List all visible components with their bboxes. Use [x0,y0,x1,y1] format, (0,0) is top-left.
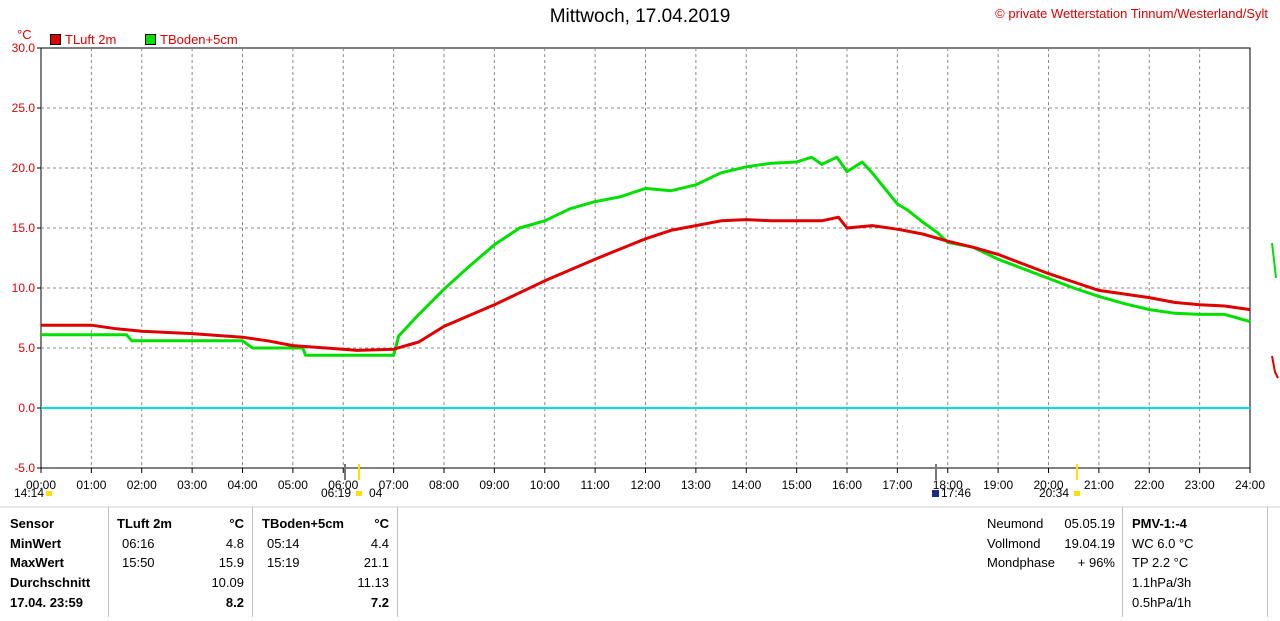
x-tick-label: 14:00 [731,478,761,492]
tboden-header: TBoden+5cm [262,516,344,531]
pmv-line: WC 6.0 °C [1132,536,1194,551]
pmv-line: 0.5hPa/1h [1132,595,1192,610]
x-tick-label: 19:00 [983,478,1013,492]
x-tick-label: 21:00 [1084,478,1114,492]
x-tick-label: 01:00 [76,478,106,492]
y-tick-label: 0.0 [18,401,35,415]
legend-label-tboden: TBoden+5cm [160,32,238,47]
tluft-max-value: 15.9 [218,555,244,570]
table-divider [1267,507,1268,617]
tluft-header: TLuft 2m [117,516,172,531]
y-tick-label: 20.0 [12,161,36,175]
x-tick-label: 06:00 [328,478,358,492]
tboden-min-time: 05:14 [267,536,300,551]
x-tick-label: 20:00 [1033,478,1063,492]
chart-marks [41,155,1279,409]
sun-marker [46,491,52,496]
sun-marker [356,491,362,496]
row-label-current: 17.04. 23:59 [10,595,84,610]
time-marker-label: 17:46 [941,486,971,500]
y-tick-label: 25.0 [12,101,36,115]
table-divider [1122,507,1123,617]
y-tick-label: -5.0 [14,461,35,475]
moon-value-neumond: 05.05.19 [1064,516,1115,531]
x-tick-label: 13:00 [681,478,711,492]
time-marker-label: 20:34 [1039,486,1069,500]
tboden-unit: °C [374,516,389,531]
legend-item-tluft: TLuft 2m [50,32,116,47]
y-tick-label: 5.0 [18,341,35,355]
legend-item-tboden: TBoden+5cm [145,32,238,47]
pmv-line: 1.1hPa/3h [1132,575,1192,590]
row-label-max: MaxWert [10,555,64,570]
tluft-current-value: 8.2 [225,595,244,610]
next-day-tboden-fragment [1271,242,1277,279]
table-divider [108,507,109,617]
x-tick-label: 08:00 [429,478,459,492]
next-day-tluft-fragment [1271,355,1279,379]
x-tick-label: 00:00 [26,478,56,492]
row-label-min: MinWert [10,536,62,551]
sun-marker [1074,491,1080,496]
moon-label-phase: Mondphase [987,555,1055,570]
x-tick-label: 07:00 [379,478,409,492]
x-tick-label: 16:00 [832,478,862,492]
tluft-min-time: 06:16 [122,536,155,551]
y-axis-unit: °C [17,27,32,42]
x-tick-label: 05:00 [278,478,308,492]
x-tick-label: 03:00 [177,478,207,492]
tluft-max-time: 15:50 [122,555,155,570]
tluft-unit: °C [229,516,244,531]
series-line-tluft [41,215,1251,352]
chart-title: Mittwoch, 17.04.2019 [549,6,731,27]
tluft-avg-value: 10.09 [211,575,244,590]
tboden-max-time: 15:19 [267,555,300,570]
y-tick-label: 15.0 [12,221,36,235]
time-marker-label: 04 [369,486,383,500]
series-line-tboden [41,155,1251,357]
legend-swatch-tboden [145,34,156,45]
legend-label-tluft: TLuft 2m [65,32,117,47]
moon-label-vollmond: Vollmond [987,536,1041,551]
moon-value-phase: + 96% [1077,555,1115,570]
x-tick-label: 18:00 [933,478,963,492]
x-tick-label: 11:00 [581,478,610,492]
tboden-avg-value: 11.13 [357,575,389,590]
x-tick-label: 17:00 [882,478,912,492]
pmv-line: TP 2.2 °C [1132,555,1189,570]
tluft-min-value: 4.8 [225,536,244,551]
tboden-current-value: 7.2 [370,595,389,610]
table-divider [397,507,398,617]
time-marker-label: 06:19 [321,486,351,500]
x-tick-label: 24:00 [1235,478,1265,492]
moon-value-vollmond: 19.04.19 [1064,536,1115,551]
table-divider [252,507,253,617]
copyright-text: © private Wetterstation Tinnum/Westerlan… [995,6,1268,21]
moon-label-neumond: Neumond [987,516,1044,531]
pmv-title: PMV-1:-4 [1132,516,1187,531]
chart-axes: 00:00 01:00 02:00 03:00 04:00 05:00 06:00 07:00… [12,41,1266,500]
chart-grid [0,47,1280,508]
row-label-sensor: Sensor [10,516,55,531]
x-tick-label: 23:00 [1185,478,1215,492]
tboden-max-value: 21.1 [363,555,389,570]
moon-marker [932,490,939,497]
x-tick-label: 10:00 [530,478,560,492]
y-tick-label: 10.0 [12,281,36,295]
row-label-avg: Durchschnitt [10,575,91,590]
x-tick-label: 15:00 [782,478,812,492]
x-tick-label: 09:00 [479,478,509,492]
x-tick-label: 04:00 [227,478,257,492]
y-tick-label: 30.0 [12,41,36,55]
legend-swatch-tluft [50,34,61,45]
tboden-min-value: 4.4 [370,536,389,551]
time-marker-label: 14:14 [14,486,44,500]
x-tick-label: 02:00 [127,478,157,492]
x-tick-label: 22:00 [1134,478,1164,492]
x-tick-label: 12:00 [630,478,660,492]
